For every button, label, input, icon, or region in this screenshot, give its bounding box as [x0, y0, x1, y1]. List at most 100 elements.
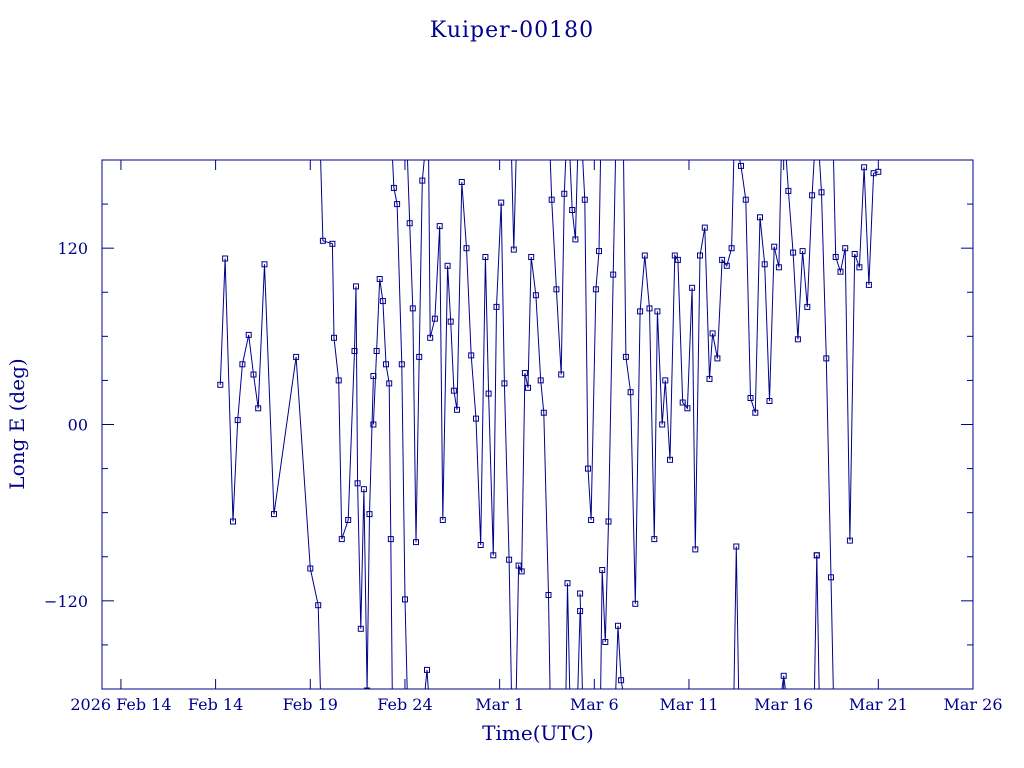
y-axis-title: Long E (deg) [5, 358, 29, 489]
x-tick-label: Mar 1 [475, 695, 524, 714]
data-point [540, 409, 547, 416]
data-point [386, 380, 393, 387]
y-axis-ticks: 120 00 −120 [44, 203, 973, 646]
data-point [697, 252, 703, 259]
y-tick-label: 00 [68, 416, 88, 435]
data-point [659, 421, 666, 428]
series-line-2 [372, 160, 581, 689]
data-point [307, 565, 314, 572]
data-point [679, 399, 686, 406]
x-tick-label: Mar 6 [570, 695, 619, 714]
data-point [865, 281, 872, 288]
data-point [585, 465, 591, 472]
data-point [402, 596, 408, 603]
data-point [733, 543, 740, 550]
data-point [671, 252, 678, 259]
data-point [364, 687, 371, 689]
data-point [592, 286, 599, 293]
data-point [738, 162, 744, 169]
data-point [424, 666, 430, 673]
data-point [234, 417, 241, 424]
data-point [632, 600, 639, 607]
data-point [458, 179, 465, 185]
data-point [506, 556, 513, 563]
data-point [709, 330, 716, 337]
series-line-1 [219, 160, 374, 689]
data-point [528, 254, 535, 260]
data-point [222, 255, 229, 262]
data-point [419, 177, 426, 184]
data-point [553, 286, 560, 293]
data-point [537, 377, 544, 384]
data-point [752, 409, 759, 416]
data-point [799, 248, 806, 255]
data-point [561, 190, 568, 197]
data-point [477, 542, 484, 548]
data-point [447, 318, 454, 325]
data-point [501, 380, 508, 387]
data-point [615, 622, 621, 629]
data-point [463, 245, 470, 252]
data-point [485, 390, 492, 397]
data-point [757, 214, 763, 221]
data-point [357, 625, 364, 632]
data-point [217, 381, 224, 388]
data-point [454, 406, 460, 413]
data-point [747, 395, 754, 401]
data-point [646, 305, 653, 312]
data-point [641, 252, 648, 259]
data-point [823, 355, 830, 362]
x-tick-label: Mar 16 [754, 695, 813, 714]
data-point [394, 201, 401, 208]
data-point [315, 602, 322, 609]
data-point [856, 264, 863, 271]
data-point [450, 387, 457, 394]
data-point [684, 405, 691, 412]
data-point [842, 245, 849, 252]
data-point [545, 592, 552, 598]
data-point [809, 192, 816, 199]
data-point [416, 353, 423, 360]
data-point [427, 334, 434, 341]
data-point [572, 236, 579, 243]
data-point [714, 355, 721, 362]
data-point [577, 590, 584, 597]
data-point [239, 361, 246, 368]
data-point [851, 251, 858, 257]
data-point [804, 303, 811, 310]
data-point [610, 271, 617, 278]
data-point [345, 517, 352, 523]
data-point [521, 370, 528, 377]
data-point [837, 268, 844, 275]
data-point [245, 331, 252, 338]
data-point [771, 243, 778, 250]
x-tick-label: Mar 26 [943, 695, 1002, 714]
data-point [482, 254, 489, 260]
data-point [719, 256, 726, 263]
data-point [271, 511, 277, 518]
data-point [766, 398, 773, 404]
data-point [728, 245, 735, 252]
data-point [473, 415, 479, 422]
data-point [360, 486, 367, 493]
data-point [373, 348, 380, 354]
series-line-3 [579, 160, 818, 689]
data-point [532, 292, 539, 299]
data-point [413, 539, 419, 546]
x-axis-title: Time(UTC) [482, 721, 594, 745]
data-point [261, 261, 268, 268]
data-point [338, 536, 345, 543]
data-point [790, 249, 797, 256]
data-point [518, 568, 525, 575]
y-tick-label: −120 [44, 592, 88, 611]
data-point [354, 480, 361, 487]
data-point [875, 168, 882, 175]
data-point [723, 262, 730, 269]
x-tick-label: Feb 24 [377, 695, 432, 714]
data-point [662, 377, 669, 384]
data-point [622, 353, 629, 360]
data-point [366, 511, 373, 518]
x-tick-label: Mar 11 [659, 695, 718, 714]
data-point [627, 389, 634, 396]
